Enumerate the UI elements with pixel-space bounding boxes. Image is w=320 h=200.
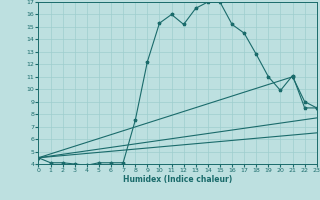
X-axis label: Humidex (Indice chaleur): Humidex (Indice chaleur) — [123, 175, 232, 184]
